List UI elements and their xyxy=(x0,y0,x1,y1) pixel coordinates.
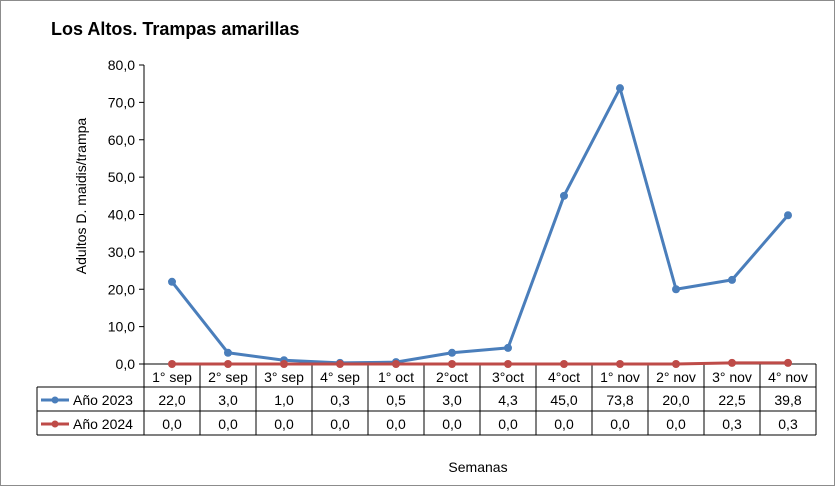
table-cell: 22,5 xyxy=(718,392,745,408)
y-tick-label: 10,0 xyxy=(108,319,135,335)
y-tick-label: 30,0 xyxy=(108,244,135,260)
table-cell: 0,5 xyxy=(386,392,406,408)
x-category-label: 2° sep xyxy=(208,369,248,385)
table-cell: 0,3 xyxy=(330,392,350,408)
x-category-label: 3° nov xyxy=(712,369,752,385)
data-point xyxy=(448,348,456,357)
x-category-label: 1° sep xyxy=(152,369,192,385)
data-point xyxy=(392,360,400,368)
series-line-0 xyxy=(170,86,790,365)
y-tick-label: 40,0 xyxy=(108,207,135,223)
x-category-label: 1° nov xyxy=(600,369,640,385)
series-line-1 xyxy=(172,361,788,366)
data-point xyxy=(728,275,736,284)
legend-marker-0 xyxy=(51,396,59,404)
data-point xyxy=(448,360,456,368)
x-category-label: 4° nov xyxy=(768,369,808,385)
table-cell: 0,0 xyxy=(666,416,686,432)
data-point xyxy=(560,191,568,200)
x-category-label: 3° sep xyxy=(264,369,304,385)
y-tick-label: 80,0 xyxy=(108,57,135,73)
x-category-label: 4°oct xyxy=(548,369,580,385)
data-point xyxy=(672,285,680,294)
table-cell: 0,0 xyxy=(498,416,518,432)
data-point xyxy=(504,343,512,352)
table-cell: 0,0 xyxy=(218,416,238,432)
table-cell: 0,0 xyxy=(554,416,574,432)
table-cell: 0,0 xyxy=(330,416,350,432)
table-cell: 39,8 xyxy=(774,392,801,408)
chart-title: Los Altos. Trampas amarillas xyxy=(51,19,300,39)
data-point xyxy=(784,358,792,367)
y-tick-label: 20,0 xyxy=(108,281,135,297)
table-cell: 3,0 xyxy=(218,392,238,408)
data-point xyxy=(728,358,736,367)
y-tick-label: 60,0 xyxy=(108,132,135,148)
table-cell: 1,0 xyxy=(274,392,294,408)
table-cell: 0,0 xyxy=(442,416,462,432)
data-point xyxy=(224,360,232,368)
data-point xyxy=(224,348,232,357)
table-cell: 4,3 xyxy=(498,392,518,408)
data-point xyxy=(672,360,680,368)
x-category-label: 4° sep xyxy=(320,369,360,385)
legend-marker-1 xyxy=(51,420,59,428)
x-category-label: 2°oct xyxy=(436,369,468,385)
data-point xyxy=(168,360,176,368)
data-point xyxy=(504,360,512,368)
data-point xyxy=(336,360,344,368)
data-point xyxy=(616,360,624,368)
table-cell: 22,0 xyxy=(158,392,185,408)
table-cell: 0,0 xyxy=(610,416,630,432)
x-category-label: 1° oct xyxy=(378,369,414,385)
table-cell: 0,0 xyxy=(274,416,294,432)
table-cell: 0,0 xyxy=(162,416,182,432)
legend-label: Año 2023 xyxy=(73,392,133,408)
x-category-label: 2° nov xyxy=(656,369,696,385)
x-category-label: 3°oct xyxy=(492,369,524,385)
table-cell: 0,0 xyxy=(386,416,406,432)
data-point xyxy=(168,277,176,286)
table-cell: 73,8 xyxy=(606,392,633,408)
table-cell: 45,0 xyxy=(550,392,577,408)
y-tick-label: 50,0 xyxy=(108,169,135,185)
data-point xyxy=(560,360,568,368)
legend-label: Año 2024 xyxy=(73,416,133,432)
table-cell: 3,0 xyxy=(442,392,462,408)
data-point xyxy=(280,360,288,368)
data-point xyxy=(784,211,792,220)
table-cell: 0,3 xyxy=(722,416,742,432)
y-tick-label: 70,0 xyxy=(108,94,135,110)
table-cell: 20,0 xyxy=(662,392,689,408)
data-point xyxy=(616,84,624,93)
x-axis-label: Semanas xyxy=(448,459,508,475)
y-tick-label: 0,0 xyxy=(116,356,136,372)
table-cell: 0,3 xyxy=(778,416,798,432)
